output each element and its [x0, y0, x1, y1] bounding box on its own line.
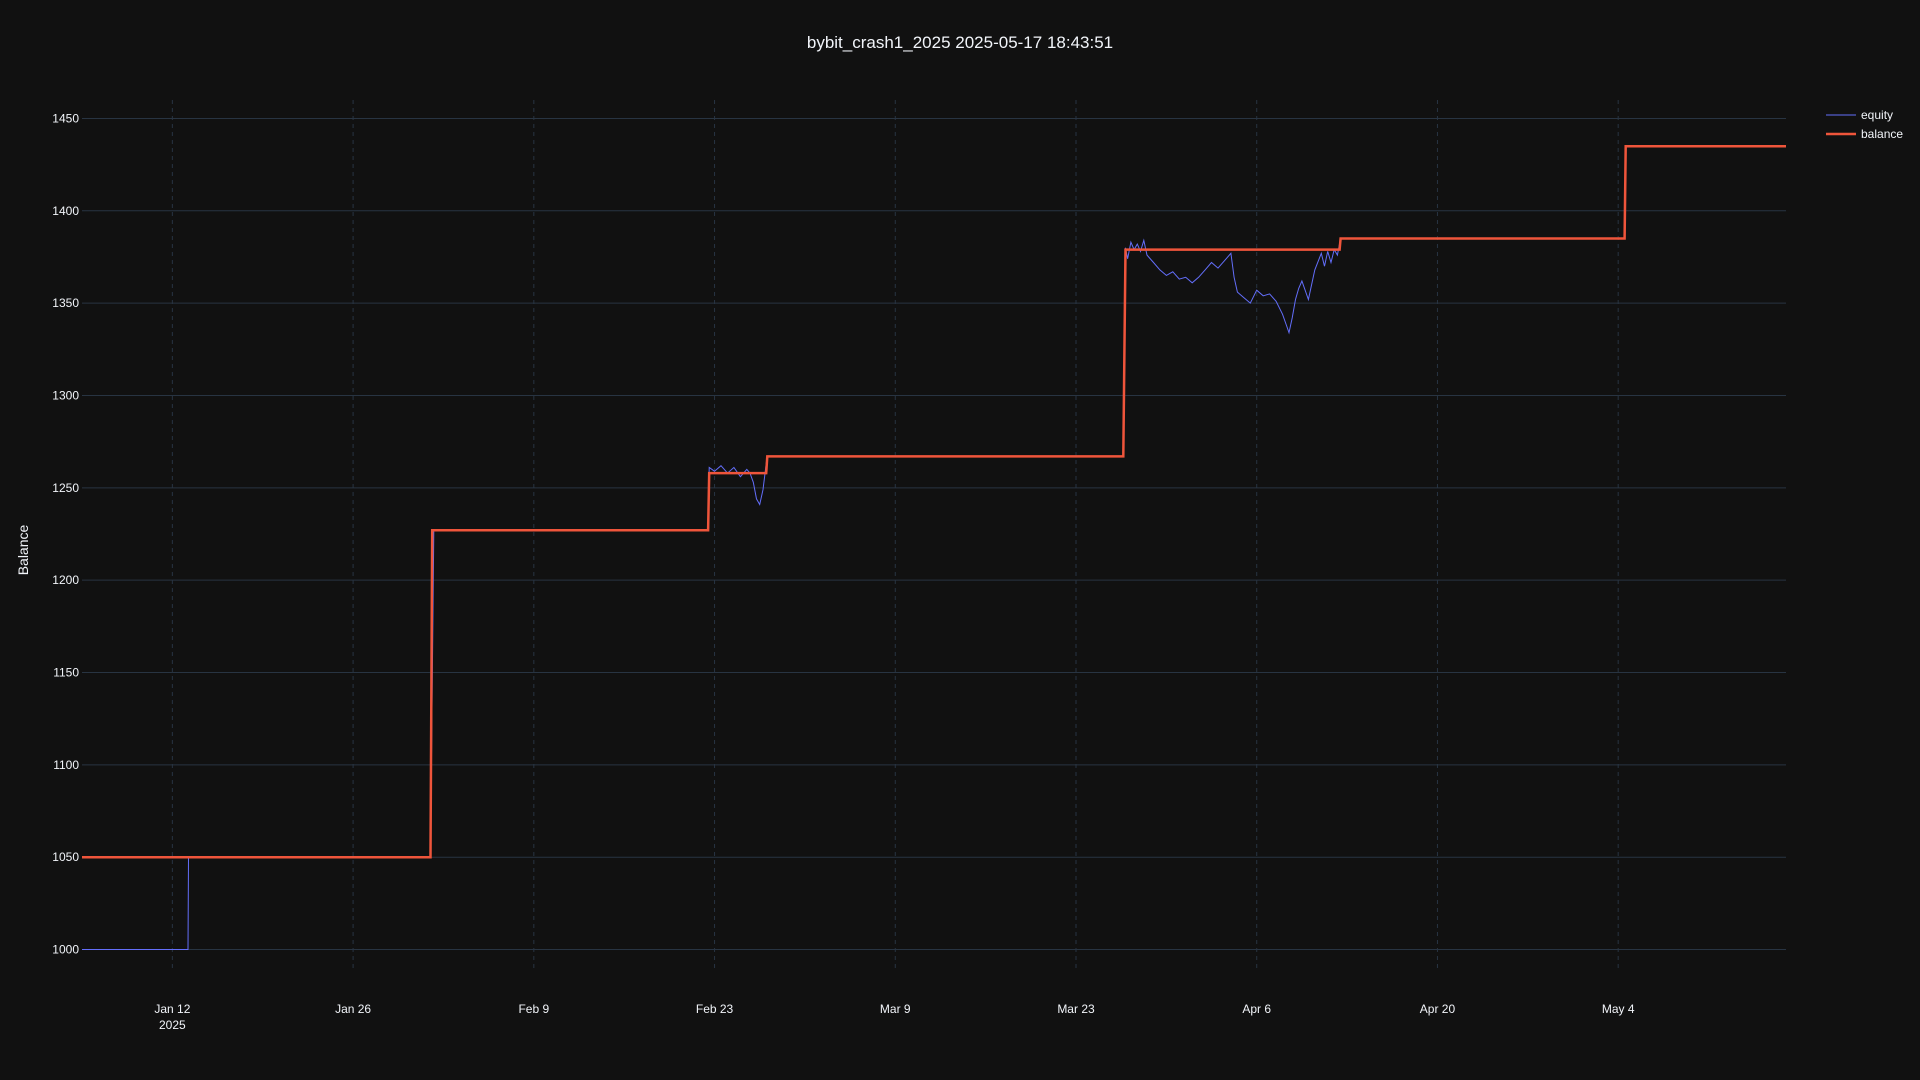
y-tick-label: 1400 — [52, 204, 79, 218]
y-tick-label: 1300 — [52, 388, 79, 402]
y-tick-label: 1100 — [53, 758, 79, 772]
x-tick-label: May 4 — [1602, 1002, 1635, 1016]
legend-label-equity[interactable]: equity — [1861, 108, 1893, 122]
x-tick-label: Mar 9 — [880, 1002, 911, 1016]
x-tick-label: Mar 23 — [1057, 1002, 1095, 1016]
y-tick-label: 1050 — [52, 850, 79, 864]
y-tick-label: 1350 — [52, 296, 79, 310]
y-tick-label: 1450 — [52, 111, 79, 125]
series-line-balance[interactable] — [82, 144, 1786, 859]
x-tick-label: Feb 9 — [518, 1002, 549, 1016]
x-tick-label: Apr 20 — [1420, 1002, 1456, 1016]
x-tick-label: Jan 12 — [154, 1002, 190, 1016]
y-tick-label: 1150 — [53, 666, 79, 680]
y-tick-label: 1200 — [52, 573, 79, 587]
x-tick-label: Apr 6 — [1242, 1002, 1271, 1016]
legend-label-balance[interactable]: balance — [1861, 127, 1903, 141]
y-tick-label: 1000 — [52, 943, 79, 957]
x-tick-label: Feb 23 — [696, 1002, 734, 1016]
series-line-equity[interactable] — [82, 145, 1786, 950]
x-tick-label: Jan 26 — [335, 1002, 371, 1016]
chart-title: bybit_crash1_2025 2025-05-17 18:43:51 — [806, 33, 1114, 52]
x-tick-sublabel: 2025 — [159, 1018, 186, 1032]
y-tick-label: 1250 — [52, 481, 79, 495]
